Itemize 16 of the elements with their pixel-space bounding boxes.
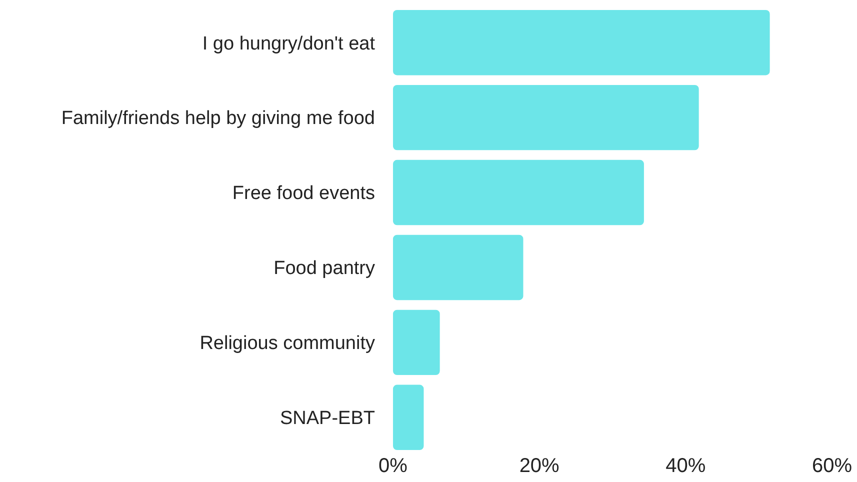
y-tick-label: Free food events <box>232 183 375 204</box>
bar <box>393 84 699 150</box>
bar <box>393 160 644 226</box>
bar <box>393 384 424 450</box>
y-tick-label: Family/friends help by giving me food <box>61 108 375 130</box>
y-tick-label: Food pantry <box>274 258 376 280</box>
y-tick-label: I go hungry/don't eat <box>202 33 376 54</box>
x-tick-label: 0% <box>378 455 408 477</box>
x-tick-label: 60% <box>812 455 852 477</box>
bar <box>393 10 770 76</box>
bar <box>393 234 524 300</box>
x-tick-label: 40% <box>666 455 706 477</box>
bar <box>393 310 440 376</box>
x-tick-label: 20% <box>519 455 560 477</box>
y-tick-label: SNAP-EBT <box>280 408 376 430</box>
y-tick-label: Religious community <box>200 333 376 354</box>
